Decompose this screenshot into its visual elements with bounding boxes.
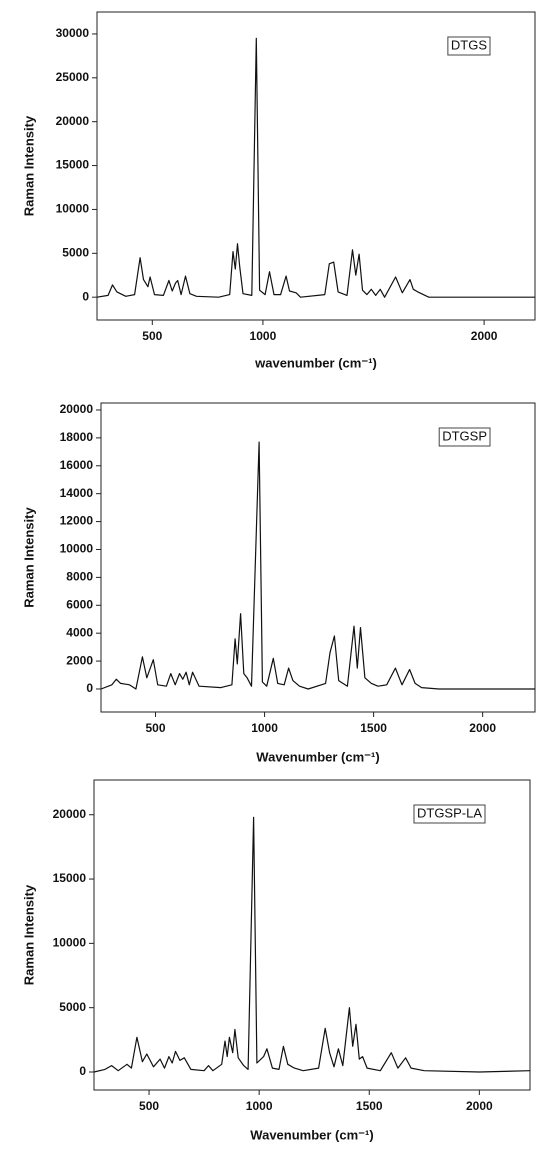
x-tick-label: 2000 <box>469 721 496 735</box>
y-axis-label: Raman Intensity <box>21 884 36 985</box>
x-axis-label: Wavenumber (cm⁻¹) <box>250 1127 373 1142</box>
y-tick-label: 20000 <box>53 807 87 821</box>
x-tick-label: 500 <box>146 721 166 735</box>
x-tick-label: 1500 <box>356 1099 383 1113</box>
y-tick-label: 18000 <box>60 430 94 444</box>
y-tick-label: 0 <box>86 681 93 695</box>
y-tick-label: 10000 <box>60 542 94 556</box>
y-tick-label: 0 <box>82 289 89 303</box>
plot-frame <box>100 402 536 713</box>
y-tick-label: 16000 <box>60 458 94 472</box>
x-tick-label: 1500 <box>360 721 387 735</box>
y-tick-label: 14000 <box>60 486 94 500</box>
y-tick-label: 5000 <box>62 245 89 259</box>
y-tick-label: 10000 <box>53 936 87 950</box>
x-tick-label: 500 <box>139 1099 159 1113</box>
y-axis-label: Raman Intensity <box>21 507 36 608</box>
x-axis-label: wavenumber (cm⁻¹) <box>254 355 377 370</box>
annotation: DTGSP <box>442 428 487 443</box>
y-tick-label: 30000 <box>56 26 90 40</box>
plot-frame <box>96 11 536 321</box>
y-tick-label: 15000 <box>56 158 90 172</box>
y-tick-label: 8000 <box>66 570 93 584</box>
y-tick-label: 2000 <box>66 653 93 667</box>
annotation-box <box>447 36 491 56</box>
x-tick-label: 2000 <box>471 329 498 343</box>
spectrum-line <box>93 816 531 1073</box>
y-tick-label: 5000 <box>59 1000 86 1014</box>
spectrum-line <box>96 37 535 298</box>
chart-panel: 0 5000 10000 15000 20000 500 1000 1500 2000 Waven… <box>21 779 531 1142</box>
y-tick-label: 10000 <box>56 202 90 216</box>
spectrum-line <box>100 441 535 690</box>
plot-frame <box>93 779 531 1091</box>
y-tick-label: 6000 <box>66 597 93 611</box>
y-tick-label: 12000 <box>60 514 94 528</box>
y-tick-label: 4000 <box>66 625 93 639</box>
y-tick-label: 20000 <box>60 402 94 416</box>
x-tick-label: 500 <box>142 329 162 343</box>
x-tick-label: 1000 <box>246 1099 273 1113</box>
chart-panel: 0 5000 10000 15000 20000 25000 30000 500 1000 200… <box>21 11 536 370</box>
annotation: DTGS <box>451 37 487 52</box>
y-tick-label: 0 <box>79 1064 86 1078</box>
x-tick-label: 1000 <box>251 721 278 735</box>
annotation-box <box>413 804 486 824</box>
y-tick-label: 15000 <box>53 871 87 885</box>
annotation-box <box>438 427 491 447</box>
x-tick-label: 2000 <box>466 1099 493 1113</box>
chart-panel: 0 2000 4000 6000 8000 10000 12000 14000 16000 180… <box>21 402 536 764</box>
annotation: DTGSP-LA <box>417 805 482 820</box>
x-tick-label: 1000 <box>250 329 277 343</box>
x-axis-label: Wavenumber (cm⁻¹) <box>256 749 379 764</box>
y-axis-label: Raman Intensity <box>21 115 36 216</box>
y-tick-label: 20000 <box>56 114 90 128</box>
y-tick-label: 25000 <box>56 70 90 84</box>
